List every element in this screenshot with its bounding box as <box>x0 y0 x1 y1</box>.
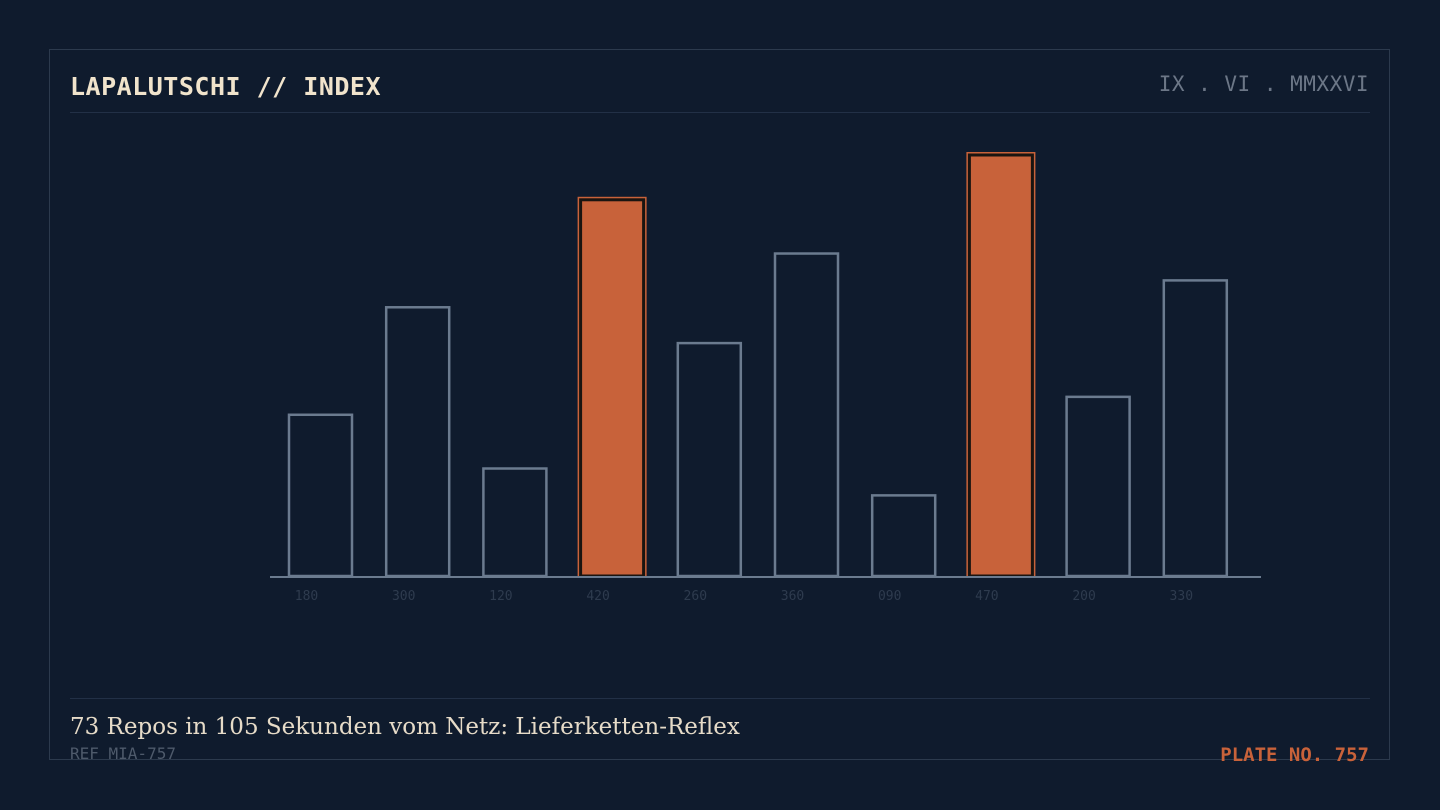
bar-120 <box>482 467 548 578</box>
tick-label-300: 300 <box>392 589 415 604</box>
page-title: LAPALUTSCHI // INDEX <box>70 72 382 101</box>
tick-labels-group: 180 300 120 420 260 360 090 470 200 330 <box>295 589 1193 604</box>
tick-label-470: 470 <box>975 589 998 604</box>
bar-rect <box>870 494 937 578</box>
bar-rect <box>1162 279 1229 578</box>
tick-label-200: 200 <box>1072 589 1095 604</box>
tick-label-120: 120 <box>489 589 512 604</box>
date-label: IX . VI . MMXXVI <box>1158 72 1369 96</box>
bar-360 <box>773 252 840 578</box>
bar-300 <box>384 306 451 578</box>
bar-rect <box>287 413 354 578</box>
header-divider <box>70 112 1370 113</box>
bar-470 <box>966 152 1036 578</box>
bar-200 <box>1065 395 1131 578</box>
tick-label-360: 360 <box>781 589 804 604</box>
footer-divider <box>70 698 1370 699</box>
plate-number: PLATE NO. 757 <box>1220 744 1369 766</box>
bar-rect <box>1065 395 1131 578</box>
bar-330 <box>1162 279 1229 578</box>
bar-420 <box>577 196 647 578</box>
tick-label-420: 420 <box>586 589 609 604</box>
tick-label-260: 260 <box>684 589 707 604</box>
bars-group <box>287 152 1229 578</box>
bar-rect <box>384 306 451 578</box>
bar-260 <box>676 341 743 578</box>
tick-label-180: 180 <box>295 589 318 604</box>
reference-code: REF MIA-757 <box>70 744 176 763</box>
bar-090 <box>870 494 937 578</box>
bar-rect <box>579 198 646 578</box>
bar-rect <box>967 153 1034 578</box>
bar-rect <box>773 252 840 578</box>
bar-rect <box>482 467 548 578</box>
plate-frame <box>49 49 1390 760</box>
tick-label-090: 090 <box>878 589 901 604</box>
caption: 73 Repos in 105 Sekunden vom Netz: Liefe… <box>70 714 740 740</box>
bar-180 <box>287 413 354 578</box>
tick-label-330: 330 <box>1170 589 1193 604</box>
bar-rect <box>676 341 743 578</box>
